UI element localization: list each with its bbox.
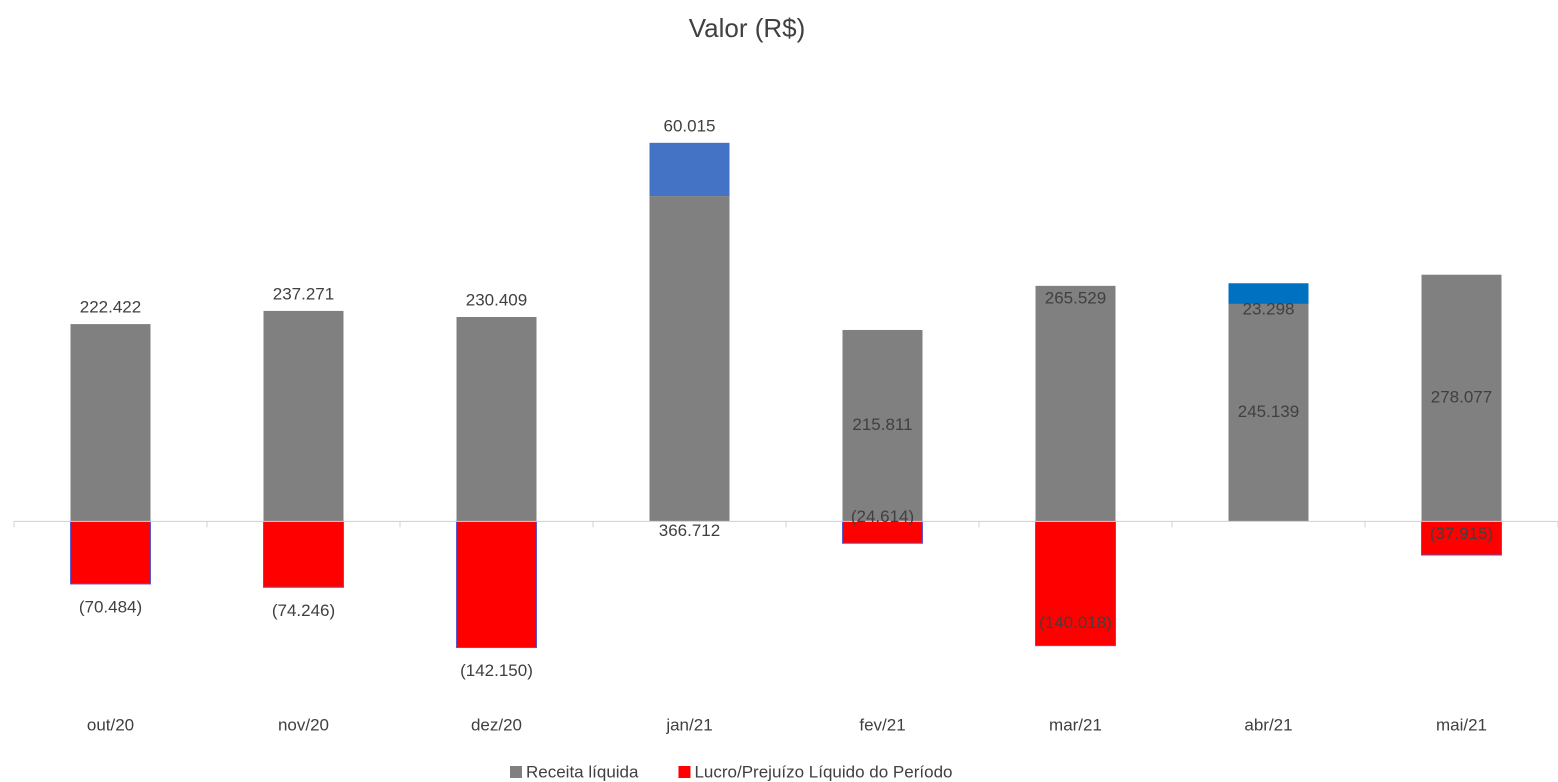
data-label: (142.150) (460, 661, 533, 680)
data-label: 245.139 (1238, 402, 1299, 421)
legend-label: Lucro/Prejuízo Líquido do Período (694, 762, 952, 781)
data-label: (74.246) (272, 601, 335, 620)
data-label: 265.529 (1045, 288, 1106, 307)
bar (263, 520, 344, 588)
data-label: 60.015 (664, 116, 716, 135)
x-tick-label: abr/21 (1244, 715, 1292, 734)
bar (649, 196, 730, 522)
chart-title: Valor (R$) (689, 13, 806, 43)
bar (70, 520, 151, 585)
bar (1228, 283, 1309, 304)
x-tick-label: mar/21 (1049, 715, 1102, 734)
legend-swatch (678, 766, 691, 778)
bar (1035, 520, 1116, 647)
x-tick-label: mai/21 (1436, 715, 1487, 734)
bar (1035, 285, 1116, 522)
data-label: (37.915) (1430, 524, 1493, 543)
data-label: 366.712 (659, 521, 720, 540)
x-tick-label: nov/20 (278, 715, 329, 734)
bar (842, 329, 923, 522)
data-label: 23.298 (1243, 299, 1295, 318)
data-label: (24.614) (851, 507, 914, 526)
data-label: 278.077 (1431, 388, 1492, 407)
x-tick-label: fev/21 (859, 715, 905, 734)
legend-swatch (510, 766, 522, 778)
x-tick-label: jan/21 (665, 715, 712, 734)
data-label: 222.422 (80, 298, 141, 317)
bar (1228, 303, 1309, 522)
data-label: 215.811 (852, 415, 912, 434)
bar (263, 310, 344, 522)
bar (1421, 274, 1502, 522)
data-label: (140.018) (1039, 613, 1112, 632)
bar (649, 142, 730, 197)
data-label: 237.271 (273, 284, 334, 303)
bar (456, 317, 537, 522)
data-label: (70.484) (79, 597, 142, 616)
bar (456, 520, 537, 649)
x-tick-label: out/20 (87, 715, 134, 734)
x-tick-label: dez/20 (471, 715, 522, 734)
data-label: 230.409 (466, 290, 527, 309)
legend-label: Receita líquida (526, 762, 639, 781)
bar (70, 324, 151, 522)
